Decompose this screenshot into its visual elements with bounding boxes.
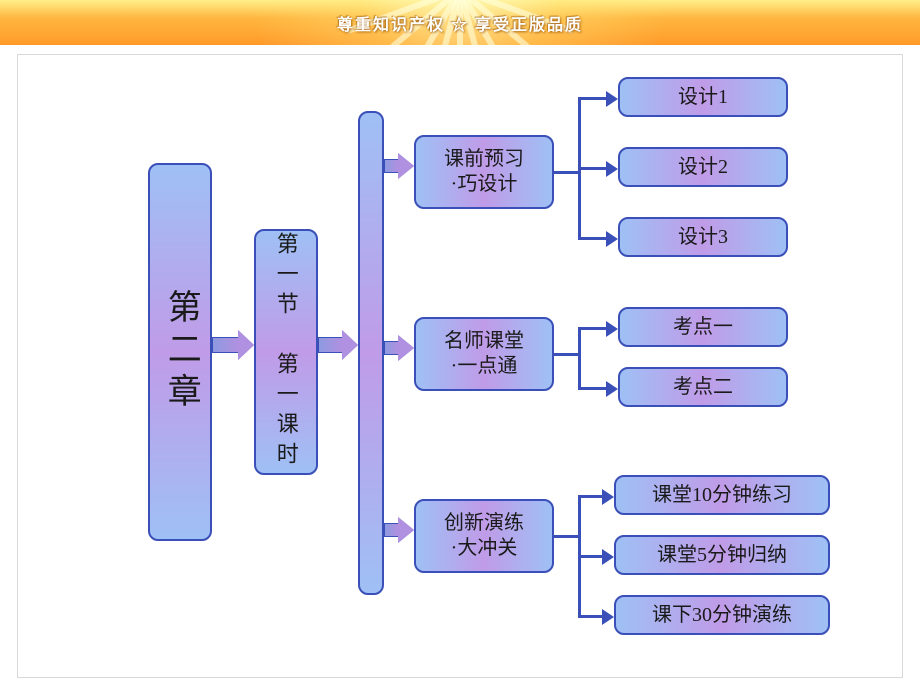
- node-m3: 创新演练 ·大冲关: [414, 499, 554, 573]
- node-c3: 课下30分钟演练: [614, 595, 830, 635]
- node-label-m2: 名师课堂 ·一点通: [444, 329, 524, 379]
- node-label-c1: 课堂10分钟练习: [652, 483, 792, 508]
- node-a3: 设计3: [618, 217, 788, 257]
- top-banner: 尊重知识产权 ☆ 享受正版品质: [0, 0, 920, 45]
- node-m1: 课前预习 ·巧设计: [414, 135, 554, 209]
- node-a1: 设计1: [618, 77, 788, 117]
- node-label-c2: 课堂5分钟归纳: [657, 543, 787, 568]
- node-c1: 课堂10分钟练习: [614, 475, 830, 515]
- node-label-a1: 设计1: [678, 85, 728, 110]
- node-label-root: 第二章: [159, 289, 202, 415]
- node-m2: 名师课堂 ·一点通: [414, 317, 554, 391]
- node-b1: 考点一: [618, 307, 788, 347]
- node-label-m1: 课前预习 ·巧设计: [444, 147, 524, 197]
- node-label-c3: 课下30分钟演练: [652, 603, 792, 628]
- node-label-a3: 设计3: [678, 225, 728, 250]
- node-c2: 课堂5分钟归纳: [614, 535, 830, 575]
- node-label-l2: 第一节 第一课时: [272, 232, 300, 472]
- node-label-b1: 考点一: [673, 315, 733, 340]
- diagram-canvas: 第二章 第一节 第一课时 课前预习 ·巧设计名师课堂 ·一点通创新演练 ·大冲关 设计…: [17, 54, 903, 678]
- node-l2: 第一节 第一课时: [254, 229, 318, 475]
- banner-text: 尊重知识产权 ☆ 享受正版品质: [337, 11, 583, 35]
- node-label-m3: 创新演练 ·大冲关: [444, 511, 524, 561]
- node-a2: 设计2: [618, 147, 788, 187]
- node-label-a2: 设计2: [678, 155, 728, 180]
- node-b2: 考点二: [618, 367, 788, 407]
- node-root: 第二章: [148, 163, 212, 541]
- node-label-b2: 考点二: [673, 375, 733, 400]
- node-bar: [358, 111, 384, 595]
